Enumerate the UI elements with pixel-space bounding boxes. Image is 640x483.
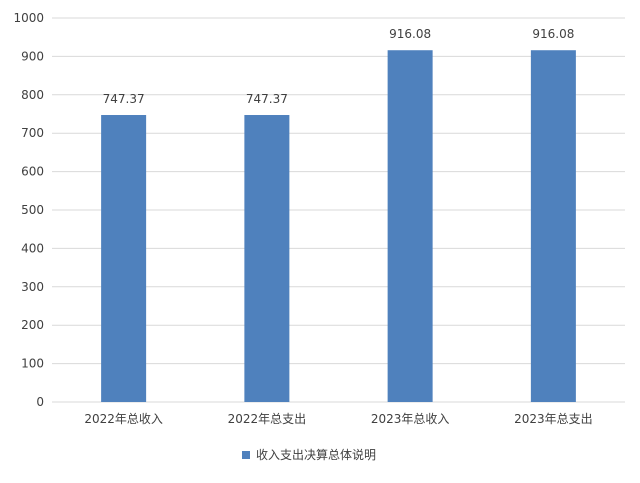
y-axis-ticks: 0 100 200 300 400 500 600 700 800 900 1000 [13, 11, 44, 409]
y-tick-label: 200 [21, 318, 44, 332]
legend: 收入支出决算总体说明 [242, 447, 376, 462]
data-label: 747.37 [103, 92, 145, 106]
y-tick-label: 800 [21, 88, 44, 102]
y-tick-label: 300 [21, 280, 44, 294]
bar [387, 50, 433, 402]
y-tick-label: 700 [21, 126, 44, 140]
y-tick-label: 0 [36, 395, 44, 409]
data-labels: 747.37 747.37 916.08 916.08 [103, 27, 575, 106]
bar [244, 115, 290, 402]
x-category-label: 2022年总支出 [228, 412, 307, 426]
x-category-label: 2023年总支出 [514, 412, 593, 426]
data-label: 747.37 [246, 92, 288, 106]
y-tick-label: 100 [21, 357, 44, 371]
data-label: 916.08 [532, 27, 574, 41]
x-category-label: 2023年总收入 [371, 412, 450, 426]
bars [101, 50, 576, 402]
y-tick-label: 1000 [13, 11, 44, 25]
y-tick-label: 900 [21, 49, 44, 63]
x-axis-categories: 2022年总收入 2022年总支出 2023年总收入 2023年总支出 [84, 412, 592, 426]
bar [530, 50, 576, 402]
y-tick-label: 600 [21, 165, 44, 179]
x-category-label: 2022年总收入 [84, 412, 163, 426]
y-tick-label: 400 [21, 241, 44, 255]
legend-swatch [242, 451, 250, 459]
bar [101, 115, 147, 402]
data-label: 916.08 [389, 27, 431, 41]
gridlines [52, 17, 625, 403]
legend-label: 收入支出决算总体说明 [256, 447, 376, 462]
y-tick-label: 500 [21, 203, 44, 217]
